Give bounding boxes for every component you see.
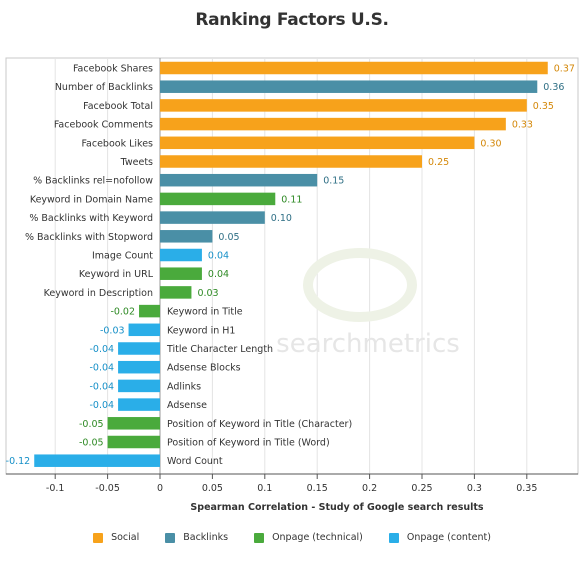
bar [107, 435, 160, 449]
category-label: % Backlinks with Keyword [29, 213, 153, 224]
category-label: Adlinks [167, 381, 201, 392]
bar [160, 155, 422, 168]
data-label: -0.04 [89, 344, 114, 355]
chart-legend: Social Backlinks Onpage (technical) Onpage … [0, 532, 584, 543]
bar [160, 136, 475, 150]
data-label: 0.04 [208, 269, 229, 280]
x-tick-label: 0.35 [516, 483, 537, 494]
bar [160, 230, 213, 243]
bar [160, 80, 538, 93]
bar [118, 342, 160, 355]
data-label: -0.04 [89, 363, 114, 374]
legend-item: Backlinks [165, 532, 228, 543]
category-label: Keyword in H1 [167, 325, 235, 336]
category-label: % Backlinks with Stopword [25, 232, 153, 243]
data-label: 0.15 [323, 176, 344, 187]
bar [160, 192, 276, 206]
bar [118, 360, 160, 374]
x-tick-label: 0 [157, 483, 163, 494]
bar [160, 61, 548, 75]
data-label: -0.02 [110, 307, 135, 318]
data-label: 0.05 [218, 232, 239, 243]
data-label: 0.35 [533, 101, 554, 112]
x-tick-label: 0.15 [307, 483, 328, 494]
x-axis-title: Spearman Correlation - Study of Google s… [190, 502, 483, 513]
category-label: % Backlinks rel=nofollow [33, 176, 153, 187]
bar [160, 211, 265, 224]
category-label: Adsense [167, 400, 207, 411]
legend-label: Social [111, 532, 140, 543]
x-tick-label: -0.1 [46, 483, 65, 494]
legend-swatch [254, 532, 265, 543]
data-label: -0.05 [79, 419, 104, 430]
data-label: 0.11 [281, 194, 302, 205]
legend-label: Onpage (content) [406, 532, 491, 543]
category-label: Facebook Comments [54, 120, 153, 131]
data-label: 0.25 [428, 157, 449, 168]
bar [128, 323, 160, 337]
bar [160, 173, 318, 187]
bar [160, 248, 202, 262]
category-label: Adsense Blocks [167, 363, 241, 374]
data-label: 0.03 [197, 288, 218, 299]
x-tick-label: 0.05 [202, 483, 223, 494]
x-tick-label: 0.1 [257, 483, 272, 494]
legend-swatch [388, 532, 399, 543]
chart-title: Ranking Factors U.S. [195, 10, 389, 30]
category-label: Keyword in Title [167, 307, 243, 318]
data-label: 0.37 [554, 64, 575, 75]
category-label: Facebook Total [83, 101, 153, 112]
category-label: Image Count [92, 251, 153, 262]
legend-item: Onpage (content) [388, 532, 491, 543]
category-label: Position of Keyword in Title (Character) [167, 419, 352, 430]
bar [160, 267, 202, 280]
x-tick-label: -0.05 [95, 483, 120, 494]
legend-label: Onpage (technical) [272, 532, 363, 543]
bar [118, 398, 160, 411]
data-label: -0.03 [100, 325, 125, 336]
data-label: 0.30 [480, 138, 501, 149]
bar [139, 304, 160, 318]
legend-swatch [165, 532, 176, 543]
data-label: -0.04 [89, 400, 114, 411]
bar [160, 117, 506, 131]
data-label: 0.33 [512, 120, 533, 131]
data-label: -0.12 [6, 456, 31, 467]
data-label: -0.04 [89, 381, 114, 392]
bar [34, 454, 160, 467]
category-label: Title Character Length [166, 344, 273, 355]
legend-item: Onpage (technical) [254, 532, 363, 543]
x-tick-label: 0.2 [362, 483, 377, 494]
data-label: -0.05 [79, 438, 104, 449]
data-label: 0.04 [208, 251, 229, 262]
legend-item: Social [93, 532, 139, 543]
legend-label: Backlinks [183, 532, 229, 543]
category-label: Facebook Likes [81, 138, 153, 149]
bar [160, 99, 527, 112]
category-label: Keyword in URL [79, 269, 154, 280]
category-label: Keyword in Domain Name [30, 194, 153, 205]
legend-swatch [93, 532, 104, 543]
data-label: 0.10 [271, 213, 292, 224]
watermark-text: searchmetrics [276, 329, 460, 359]
category-label: Keyword in Description [44, 288, 153, 299]
bar [107, 417, 160, 430]
category-label: Number of Backlinks [55, 82, 153, 93]
x-tick-label: 0.3 [467, 483, 482, 494]
watermark-logo [303, 248, 417, 322]
category-label: Position of Keyword in Title (Word) [167, 438, 330, 449]
data-label: 0.36 [543, 82, 564, 93]
x-tick-label: 0.25 [411, 483, 432, 494]
category-label: Tweets [120, 157, 153, 168]
category-label: Facebook Shares [73, 64, 153, 75]
category-label: Word Count [167, 456, 223, 467]
bar [118, 379, 160, 393]
bar [160, 286, 192, 299]
